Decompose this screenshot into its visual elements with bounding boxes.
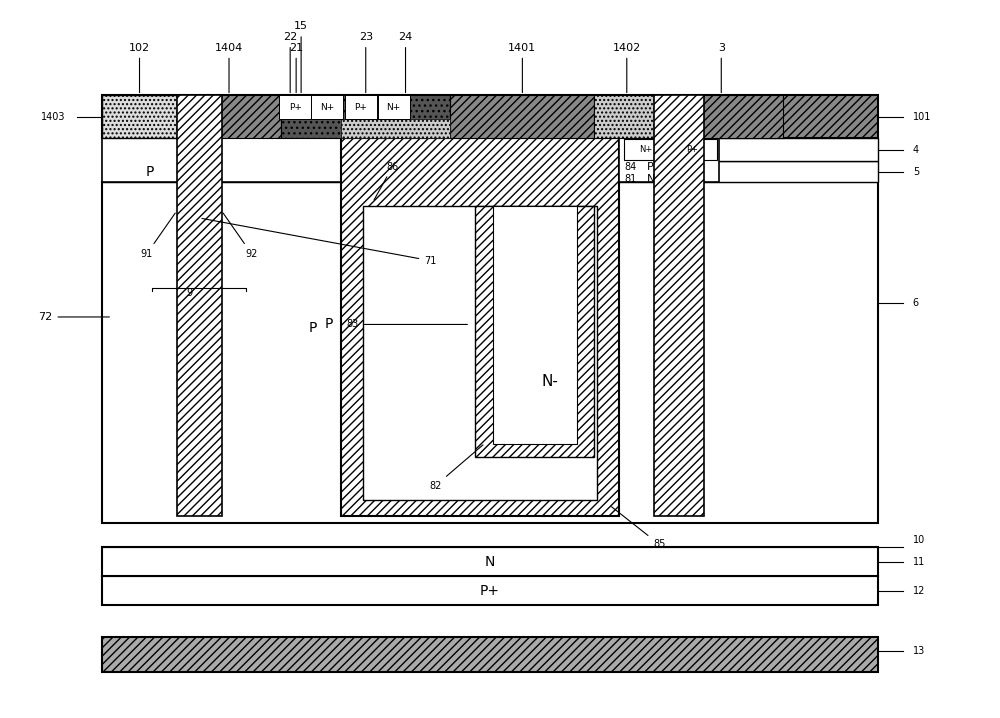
Text: 92: 92 (223, 213, 258, 258)
Text: 5: 5 (913, 167, 919, 177)
Text: N+: N+ (386, 103, 401, 112)
Text: 4: 4 (913, 144, 919, 154)
Text: 1401: 1401 (508, 42, 536, 93)
Text: 85: 85 (612, 507, 665, 549)
Bar (102, 182, 878, 523)
Text: 23: 23 (359, 32, 373, 93)
Text: P: P (309, 321, 317, 335)
Text: 91: 91 (141, 213, 175, 258)
Bar (311, 95, 343, 119)
Text: 11: 11 (913, 556, 925, 567)
Bar (594, 95, 659, 138)
Text: N+: N+ (639, 145, 652, 154)
Text: N+: N+ (320, 103, 334, 112)
Text: P+: P+ (289, 103, 302, 112)
Bar (493, 206, 577, 444)
Text: P+: P+ (686, 145, 698, 154)
Text: P+: P+ (480, 584, 500, 597)
Text: 83: 83 (347, 320, 467, 330)
Bar (654, 95, 704, 516)
Text: 84: 84 (624, 162, 637, 172)
Text: P: P (145, 164, 154, 179)
Bar (450, 95, 594, 138)
Bar (363, 206, 597, 500)
Bar (341, 119, 450, 138)
Bar (102, 577, 878, 605)
Text: 21: 21 (289, 42, 303, 93)
Bar (281, 95, 450, 138)
Bar (378, 95, 410, 119)
Text: P: P (325, 317, 333, 332)
Text: 1403: 1403 (41, 112, 65, 122)
Bar (102, 138, 878, 161)
Text: 13: 13 (913, 646, 925, 656)
Text: 22: 22 (283, 32, 297, 93)
Bar (619, 138, 719, 182)
Bar (659, 95, 783, 138)
Bar (345, 95, 377, 119)
Bar (475, 206, 594, 457)
Text: 72: 72 (38, 312, 109, 322)
Bar (102, 547, 878, 577)
Text: 3: 3 (718, 42, 725, 93)
Bar (102, 138, 341, 182)
Text: 12: 12 (913, 586, 925, 595)
Bar (279, 95, 311, 119)
Text: 6: 6 (913, 298, 919, 308)
Bar (177, 95, 222, 516)
Text: 1402: 1402 (613, 42, 641, 93)
Bar (102, 95, 177, 138)
Text: 1404: 1404 (215, 42, 243, 93)
Text: 82: 82 (429, 445, 483, 491)
Text: P+: P+ (354, 103, 367, 112)
Bar (667, 139, 717, 160)
Bar (341, 138, 619, 516)
Text: 15: 15 (294, 22, 308, 93)
Text: 10: 10 (913, 535, 925, 545)
Bar (177, 95, 281, 138)
Text: 24: 24 (398, 32, 413, 93)
Text: N: N (647, 174, 656, 184)
Bar (624, 139, 667, 160)
Bar (102, 161, 878, 182)
Bar (102, 95, 878, 138)
Text: 81: 81 (624, 174, 637, 184)
Bar (102, 637, 878, 673)
Text: N-: N- (541, 373, 558, 388)
Text: 9: 9 (186, 288, 192, 298)
Text: 86: 86 (374, 162, 399, 200)
Text: P: P (647, 162, 654, 172)
Text: 101: 101 (913, 112, 931, 122)
Text: N: N (485, 555, 495, 569)
Text: 71: 71 (202, 218, 437, 266)
Text: 102: 102 (129, 42, 150, 93)
